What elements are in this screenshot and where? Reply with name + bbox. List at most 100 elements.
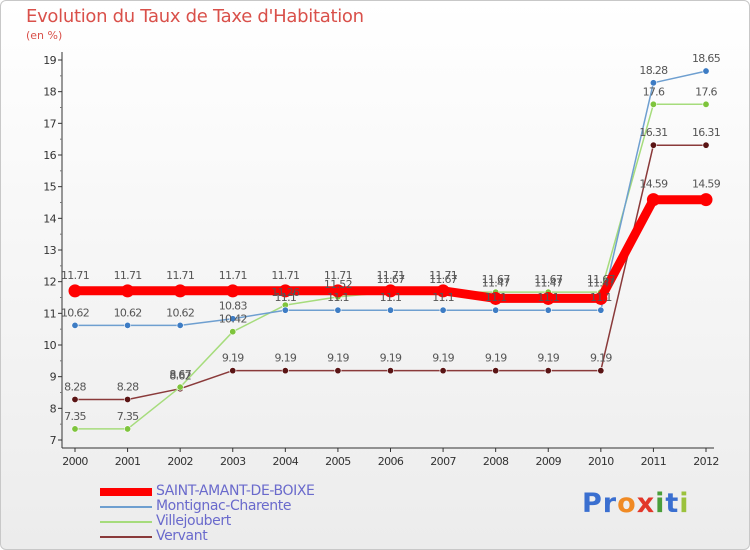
y-tick-label: 7 — [50, 434, 57, 447]
data-label: 17.6 — [695, 85, 717, 98]
data-label: 8.28 — [117, 380, 139, 393]
y-tick-label: 13 — [43, 244, 56, 257]
data-label: 11.47 — [482, 276, 511, 289]
data-point — [71, 425, 79, 433]
data-point — [439, 306, 447, 314]
series-2 — [71, 67, 710, 329]
x-tick-label: 2004 — [273, 455, 299, 468]
legend-label: SAINT-AMANT-DE-BOIXE — [156, 483, 315, 499]
data-label: 11.67 — [534, 273, 563, 286]
data-label: 9.19 — [274, 352, 296, 365]
brand-letter: i — [655, 488, 666, 519]
legend-swatch — [100, 536, 152, 538]
data-point — [68, 284, 82, 298]
x-tick-label: 2007 — [430, 455, 456, 468]
x-tick-label: 2003 — [220, 455, 246, 468]
data-point — [334, 367, 342, 375]
data-label: 8.62 — [169, 370, 191, 383]
x-tick-label: 2001 — [115, 455, 141, 468]
x-tick-label: 2005 — [325, 455, 351, 468]
data-point — [229, 315, 237, 323]
data-label: 11.52 — [324, 278, 352, 291]
data-label: 11.71 — [219, 269, 247, 282]
data-label: 11.67 — [377, 273, 406, 286]
data-point — [492, 367, 500, 375]
data-point — [386, 306, 394, 314]
data-point — [544, 367, 552, 375]
data-point — [331, 284, 345, 298]
chart-value-labels: 11.71 11.71 11.71 11.71 11.71 11.71 11.71 11.71… — [61, 52, 721, 423]
y-tick-label: 11 — [43, 307, 56, 320]
data-point — [597, 367, 605, 375]
chart-unit: (en %) — [26, 29, 63, 42]
data-label: 7.35 — [64, 410, 86, 423]
data-point — [646, 193, 660, 207]
y-tick-label: 19 — [43, 54, 56, 67]
data-label: 10.62 — [166, 306, 194, 319]
data-label: 9.19 — [327, 352, 349, 365]
y-tick-label: 10 — [43, 339, 56, 352]
data-label: 11.67 — [587, 273, 616, 286]
line-chart: 7 8 9 10 11 12 13 14 15 16 17 18 19 2000 2001 2002 2003 2… — [43, 52, 721, 468]
data-label: 11.71 — [61, 269, 89, 282]
y-tick-label: 14 — [43, 212, 56, 225]
data-label: 11.47 — [587, 276, 616, 289]
data-label: 16.31 — [692, 126, 720, 139]
data-label: 10.83 — [219, 300, 248, 313]
data-point — [173, 284, 187, 298]
chart-series — [68, 67, 713, 433]
data-label: 14.59 — [692, 178, 721, 191]
data-point — [702, 100, 710, 108]
data-label: 9.19 — [590, 352, 612, 365]
data-label: 11.47 — [534, 276, 563, 289]
data-label: 8.28 — [64, 380, 86, 393]
data-point — [71, 321, 79, 329]
data-label: 11.1 — [380, 291, 402, 304]
data-point — [121, 284, 135, 298]
data-point — [649, 100, 657, 108]
data-label: 11.67 — [482, 273, 511, 286]
y-tick-label: 15 — [43, 181, 56, 194]
x-tick-label: 2000 — [62, 455, 88, 468]
data-label: 9.19 — [537, 352, 559, 365]
legend-swatch — [100, 521, 152, 523]
y-tick-label: 17 — [43, 117, 56, 130]
data-point — [71, 395, 79, 403]
x-tick-label: 2006 — [378, 455, 404, 468]
data-label: 11.67 — [429, 273, 458, 286]
y-tick-label: 8 — [50, 402, 57, 415]
brand-letter: P — [582, 488, 603, 519]
data-point — [649, 79, 657, 87]
legend-label: Vervant — [156, 528, 208, 544]
data-point — [594, 291, 608, 305]
data-label: 11.1 — [590, 291, 612, 304]
data-point — [541, 291, 555, 305]
data-point — [492, 306, 500, 314]
data-label: 11.71 — [166, 269, 194, 282]
brand-letter: r — [602, 488, 618, 519]
data-point — [124, 321, 132, 329]
y-tick-label: 16 — [43, 149, 56, 162]
data-label: 11.26 — [271, 286, 300, 299]
legend-label: Villejoubert — [156, 513, 231, 529]
data-label: 11.71 — [271, 269, 299, 282]
y-tick-label: 18 — [43, 86, 56, 99]
y-tick-label: 12 — [43, 276, 56, 289]
data-label: 18.28 — [639, 64, 668, 77]
chart-title: Evolution du Taux de Taxe d'Habitation — [26, 6, 364, 27]
data-point — [281, 367, 289, 375]
data-label: 7.35 — [117, 410, 139, 423]
data-point — [489, 291, 503, 305]
data-point — [124, 425, 132, 433]
data-label: 9.19 — [380, 352, 402, 365]
data-point — [649, 141, 657, 149]
data-point — [699, 193, 713, 207]
data-label: 11.1 — [537, 291, 559, 304]
legend-swatch — [100, 488, 152, 496]
data-point — [124, 395, 132, 403]
data-label: 11.1 — [274, 291, 296, 304]
data-label: 11.71 — [429, 269, 457, 282]
brand-letter: t — [665, 488, 680, 519]
data-point — [176, 321, 184, 329]
